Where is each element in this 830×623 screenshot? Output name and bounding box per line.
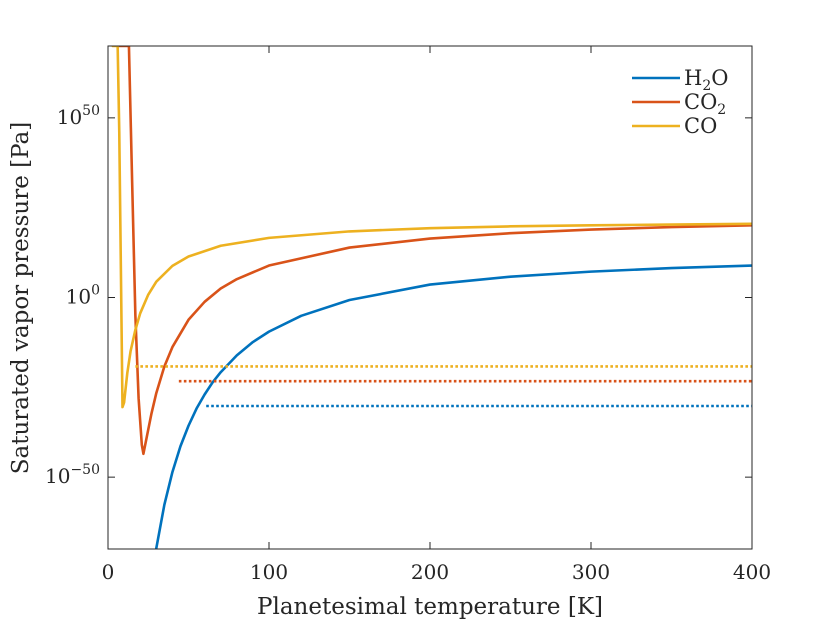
series-line-co2 xyxy=(117,46,752,456)
x-tick-label: 200 xyxy=(411,560,449,584)
legend-label: CO xyxy=(684,114,717,138)
series-layer xyxy=(111,46,752,549)
plot-background xyxy=(108,46,752,549)
x-axis-label: Planetesimal temperature [K] xyxy=(257,594,603,620)
x-tick-label: 300 xyxy=(572,560,610,584)
x-tick-label: 400 xyxy=(733,560,771,584)
x-tick-label: 0 xyxy=(102,560,115,584)
y-axis-label: Saturated vapor pressure [Pa] xyxy=(8,122,34,474)
series-line-h2o xyxy=(155,264,752,549)
tick-layer: 0 100 200 300 400 1050 100 10−50 xyxy=(45,46,771,584)
series-line-co xyxy=(111,46,752,409)
legend-label: H2O xyxy=(684,66,728,94)
y-tick-label: 1050 xyxy=(57,103,100,129)
y-tick-label: 10−50 xyxy=(45,462,100,488)
x-tick-label: 100 xyxy=(250,560,288,584)
y-tick-label: 100 xyxy=(66,283,100,309)
legend-label: CO2 xyxy=(684,90,726,118)
